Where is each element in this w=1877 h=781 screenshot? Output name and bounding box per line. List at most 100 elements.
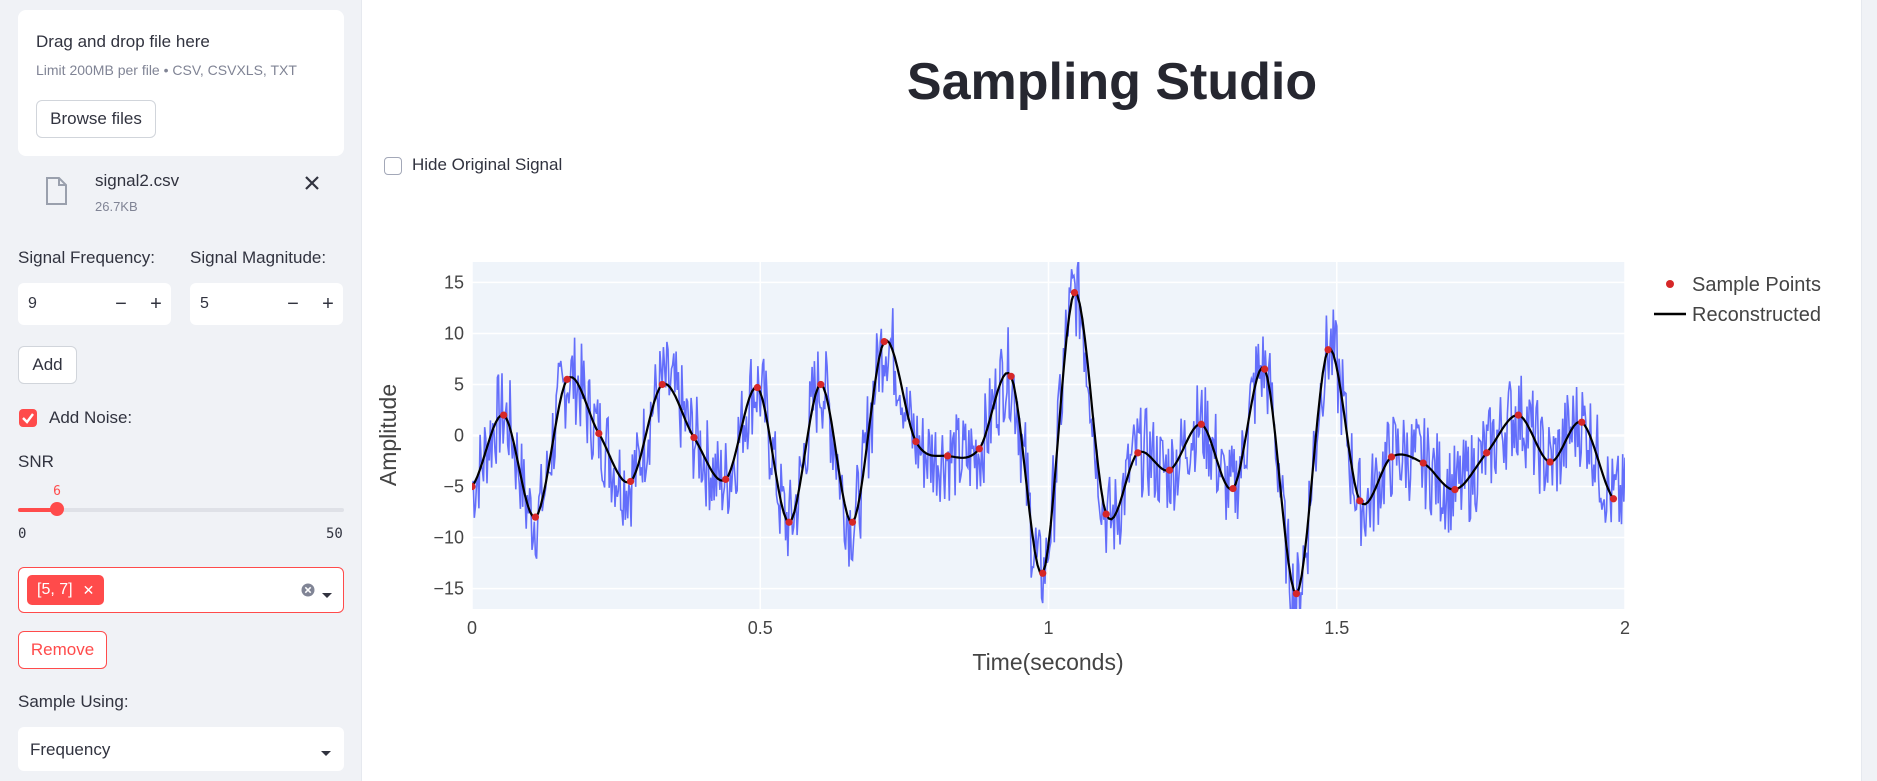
sample-point xyxy=(1578,418,1586,426)
signal-frequency-value[interactable]: 9 xyxy=(28,295,37,312)
sample-using-select[interactable]: Frequency xyxy=(18,727,344,771)
sample-point xyxy=(1387,453,1396,461)
signal-frequency-input[interactable]: 9 − + xyxy=(18,283,171,325)
x-tick-label: 0 xyxy=(467,618,477,638)
scrollbar[interactable] xyxy=(1861,0,1877,781)
sample-points xyxy=(472,289,1618,598)
sample-point xyxy=(722,475,730,483)
sample-point xyxy=(531,513,540,521)
y-axis-ticks: 15 10 5 0 −5 −10 −15 xyxy=(433,272,464,598)
dropzone-limits: Limit 200MB per file • CSV, CSVXLS, TXT xyxy=(36,62,297,78)
y-tick-label: −15 xyxy=(433,579,464,599)
signal-magnitude-label: Signal Magnitude: xyxy=(190,248,327,267)
sample-point xyxy=(658,380,666,389)
sample-point xyxy=(626,477,635,486)
signal-magnitude-value[interactable]: 5 xyxy=(200,295,209,312)
tag-remove-icon[interactable]: ✕ xyxy=(82,581,95,598)
sample-point xyxy=(563,375,571,383)
snr-slider[interactable] xyxy=(18,502,344,516)
browse-files-button[interactable]: Browse files xyxy=(36,100,156,138)
file-size: 26.7KB xyxy=(95,199,138,214)
x-axis-ticks: 0 0.5 1 1.5 2 xyxy=(467,618,1630,638)
grid xyxy=(471,262,1626,609)
y-tick-label: 15 xyxy=(444,272,464,292)
hide-original-checkbox[interactable] xyxy=(384,157,402,175)
sample-point xyxy=(944,452,952,460)
x-tick-label: 1 xyxy=(1043,618,1053,638)
sample-point xyxy=(1514,411,1522,419)
snr-slider-fill xyxy=(18,508,58,512)
main-content: Sampling Studio Hide Original Signal 0 0.… xyxy=(362,0,1862,781)
sample-point xyxy=(1165,466,1174,474)
sample-point xyxy=(1102,510,1110,518)
chevron-down-icon[interactable] xyxy=(321,587,333,605)
checkmark-icon xyxy=(22,413,34,424)
clear-all-icon[interactable] xyxy=(301,583,315,602)
sample-point xyxy=(912,438,920,446)
y-tick-label: 0 xyxy=(454,426,464,446)
magnitude-decrement-button[interactable]: − xyxy=(287,293,299,315)
dropzone-title: Drag and drop file here xyxy=(36,32,210,51)
x-tick-label: 1.5 xyxy=(1324,618,1349,638)
snr-slider-handle[interactable] xyxy=(50,502,65,516)
hide-original-label: Hide Original Signal xyxy=(412,155,563,174)
sample-point xyxy=(753,383,761,392)
sample-point xyxy=(1134,449,1142,457)
sample-point xyxy=(1007,372,1015,380)
sample-point xyxy=(1546,458,1554,466)
x-tick-label: 0.5 xyxy=(748,618,773,638)
sample-point xyxy=(1419,459,1427,467)
sample-point xyxy=(690,433,698,442)
y-tick-label: 5 xyxy=(454,374,464,394)
legend-label-sample-points[interactable]: Sample Points xyxy=(1692,274,1821,296)
sample-using-value: Frequency xyxy=(30,740,111,759)
sample-point xyxy=(1070,289,1079,297)
snr-value: 6 xyxy=(53,484,61,499)
add-noise-checkbox[interactable] xyxy=(19,409,37,427)
y-tick-label: −5 xyxy=(443,477,464,497)
sample-point xyxy=(1292,590,1300,598)
x-tick-label: 2 xyxy=(1620,618,1630,638)
signal-chart[interactable]: 0 0.5 1 1.5 2 15 10 5 0 −5 −10 −15 Time(seconds) A… xyxy=(362,230,1862,750)
y-tick-label: 10 xyxy=(444,323,464,343)
legend[interactable]: Sample Points Reconstructed xyxy=(1654,274,1821,326)
sample-point xyxy=(1039,569,1047,577)
snr-label: SNR xyxy=(18,452,54,471)
snr-max: 50 xyxy=(326,526,343,542)
file-dropzone[interactable]: Drag and drop file here Limit 200MB per … xyxy=(18,10,344,156)
frequency-increment-button[interactable]: + xyxy=(150,293,162,315)
sample-point xyxy=(1483,449,1491,457)
file-name: signal2.csv xyxy=(95,171,180,190)
uploaded-file: signal2.csv 26.7KB xyxy=(18,165,344,223)
signal-tag[interactable]: [5, 7] ✕ xyxy=(27,575,105,605)
sample-point xyxy=(472,482,476,491)
legend-label-reconstructed[interactable]: Reconstructed xyxy=(1692,304,1821,326)
signal-magnitude-input[interactable]: 5 − + xyxy=(190,283,343,325)
sample-point xyxy=(595,429,603,438)
page-title: Sampling Studio xyxy=(906,53,1318,111)
chevron-down-icon[interactable] xyxy=(320,745,332,763)
sample-point xyxy=(1261,365,1269,373)
legend-marker-sample-points xyxy=(1666,280,1674,288)
sample-using-label: Sample Using: xyxy=(18,692,129,711)
original-signal-line xyxy=(472,262,1625,609)
magnitude-increment-button[interactable]: + xyxy=(322,293,334,315)
y-tick-label: −10 xyxy=(433,528,464,548)
remove-signal-button[interactable]: Remove xyxy=(18,631,107,669)
file-icon xyxy=(44,177,68,210)
signal-multiselect[interactable]: [5, 7] ✕ xyxy=(18,567,344,613)
sample-point xyxy=(500,411,508,419)
sample-point xyxy=(1356,497,1364,505)
y-axis-label: Amplitude xyxy=(375,384,401,486)
signal-tag-label: [5, 7] xyxy=(37,581,73,598)
sample-point xyxy=(785,518,793,526)
sample-point xyxy=(880,338,888,346)
close-icon[interactable] xyxy=(304,175,320,196)
sample-point xyxy=(975,445,983,453)
sample-point xyxy=(817,380,825,389)
add-signal-button[interactable]: Add xyxy=(18,346,77,384)
sample-point xyxy=(1229,484,1237,493)
sample-point xyxy=(1197,420,1205,428)
frequency-decrement-button[interactable]: − xyxy=(115,293,127,315)
sample-point xyxy=(1324,346,1332,354)
